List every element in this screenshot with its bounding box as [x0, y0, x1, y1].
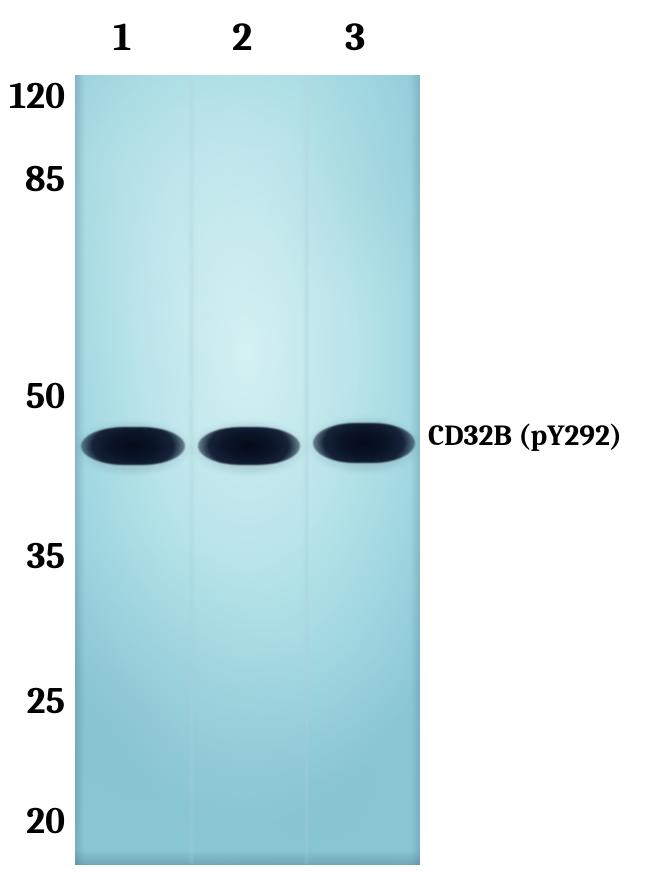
lane-label-1: 1 [113, 14, 131, 60]
lane-labels-row: 1 2 3 [0, 0, 650, 75]
mw-label-25: 25 [5, 680, 65, 723]
lane-label-3: 3 [345, 14, 365, 60]
lane-divider-2 [305, 75, 308, 865]
mw-label-35: 35 [5, 535, 65, 578]
mw-label-120: 120 [5, 75, 65, 118]
mw-label-20: 20 [5, 800, 65, 843]
blot-edge-bottom [75, 850, 420, 865]
band-lane1 [81, 427, 185, 465]
lane-divider-1 [190, 75, 193, 865]
blot-membrane [75, 75, 420, 865]
band-annotation-label: CD32B (pY292) [428, 420, 622, 453]
mw-label-50: 50 [5, 375, 65, 418]
band-lane2 [198, 427, 300, 465]
blot-edge-left [75, 75, 85, 865]
blot-edge-right [410, 75, 420, 865]
band-lane3 [313, 423, 415, 463]
mw-label-85: 85 [5, 158, 65, 201]
lane-label-2: 2 [232, 14, 252, 60]
